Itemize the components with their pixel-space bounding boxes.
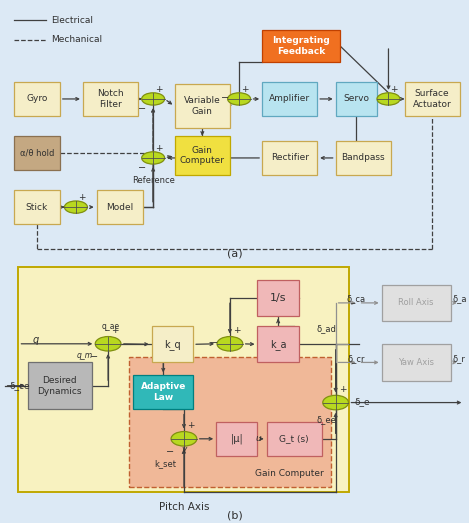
FancyBboxPatch shape bbox=[152, 326, 193, 362]
Text: Surface
Actuator: Surface Actuator bbox=[413, 89, 452, 109]
Text: q_m: q_m bbox=[77, 351, 93, 360]
FancyBboxPatch shape bbox=[97, 190, 143, 224]
FancyBboxPatch shape bbox=[382, 285, 451, 321]
Text: Amplifier: Amplifier bbox=[269, 95, 310, 104]
Text: δ_ce: δ_ce bbox=[9, 381, 30, 390]
Text: δ_ca: δ_ca bbox=[347, 294, 365, 303]
Text: k_set: k_set bbox=[155, 459, 176, 468]
FancyBboxPatch shape bbox=[18, 267, 349, 492]
Circle shape bbox=[142, 93, 165, 105]
Text: Variable
Gain: Variable Gain bbox=[184, 96, 221, 116]
Circle shape bbox=[171, 431, 197, 446]
Text: Gain Computer: Gain Computer bbox=[255, 469, 324, 478]
FancyBboxPatch shape bbox=[216, 422, 257, 456]
Text: (a): (a) bbox=[227, 249, 242, 259]
Circle shape bbox=[323, 395, 348, 410]
Text: +: + bbox=[390, 85, 398, 94]
Text: α/θ hold: α/θ hold bbox=[20, 149, 54, 157]
Text: −: − bbox=[166, 447, 174, 457]
FancyBboxPatch shape bbox=[262, 141, 317, 175]
Text: −: − bbox=[90, 352, 98, 362]
Text: Adaptive
Law: Adaptive Law bbox=[141, 382, 186, 402]
Text: Rectifier: Rectifier bbox=[271, 153, 309, 163]
FancyBboxPatch shape bbox=[257, 280, 299, 316]
FancyBboxPatch shape bbox=[262, 82, 317, 116]
Text: Pitch Axis: Pitch Axis bbox=[159, 503, 209, 513]
Text: y: y bbox=[182, 445, 187, 453]
Text: δ_ad: δ_ad bbox=[317, 324, 336, 333]
Text: δ_cr: δ_cr bbox=[348, 354, 365, 363]
FancyBboxPatch shape bbox=[28, 362, 92, 409]
Text: δ_a: δ_a bbox=[453, 294, 467, 303]
Circle shape bbox=[377, 93, 400, 105]
Circle shape bbox=[142, 152, 165, 164]
Text: −: − bbox=[210, 337, 218, 347]
Circle shape bbox=[95, 337, 121, 351]
FancyBboxPatch shape bbox=[262, 30, 340, 62]
Text: −: − bbox=[137, 163, 146, 173]
Text: Integrating
Feedback: Integrating Feedback bbox=[272, 36, 330, 56]
Text: +: + bbox=[241, 85, 249, 94]
Text: q_ae: q_ae bbox=[101, 322, 120, 331]
Text: δ_ee: δ_ee bbox=[317, 415, 336, 424]
Text: Yaw Axis: Yaw Axis bbox=[398, 358, 434, 367]
Text: −: − bbox=[137, 104, 146, 114]
Text: Reference: Reference bbox=[132, 176, 174, 185]
Text: Gyro: Gyro bbox=[26, 95, 47, 104]
Text: δ_e: δ_e bbox=[354, 397, 370, 406]
FancyBboxPatch shape bbox=[405, 82, 460, 116]
FancyBboxPatch shape bbox=[14, 136, 60, 170]
Text: Roll Axis: Roll Axis bbox=[398, 299, 434, 308]
Text: Model: Model bbox=[106, 202, 133, 212]
Text: δ_r: δ_r bbox=[453, 354, 466, 363]
FancyBboxPatch shape bbox=[175, 84, 230, 129]
FancyBboxPatch shape bbox=[14, 82, 60, 116]
Text: Desired
Dynamics: Desired Dynamics bbox=[38, 376, 82, 395]
Text: (b): (b) bbox=[227, 510, 242, 520]
Text: Gain
Computer: Gain Computer bbox=[180, 145, 225, 165]
Text: u: u bbox=[255, 434, 261, 444]
Text: +: + bbox=[111, 326, 119, 335]
FancyBboxPatch shape bbox=[382, 344, 451, 381]
Text: +: + bbox=[78, 193, 85, 202]
Text: 1/s: 1/s bbox=[270, 293, 287, 303]
Text: −: − bbox=[221, 93, 229, 103]
Circle shape bbox=[227, 93, 250, 105]
Text: +: + bbox=[187, 422, 195, 430]
FancyBboxPatch shape bbox=[175, 136, 230, 175]
Text: Bandpass: Bandpass bbox=[341, 153, 385, 163]
Text: |μ|: |μ| bbox=[230, 434, 243, 444]
Text: Electrical: Electrical bbox=[51, 16, 93, 25]
Text: +: + bbox=[155, 85, 162, 94]
Circle shape bbox=[217, 337, 243, 351]
Text: q: q bbox=[32, 335, 38, 345]
FancyBboxPatch shape bbox=[83, 82, 138, 116]
FancyBboxPatch shape bbox=[129, 357, 331, 487]
FancyBboxPatch shape bbox=[336, 141, 391, 175]
Text: +: + bbox=[155, 144, 162, 153]
Text: G_t (s): G_t (s) bbox=[280, 434, 309, 444]
Text: Servo: Servo bbox=[343, 95, 369, 104]
FancyBboxPatch shape bbox=[133, 376, 193, 409]
FancyBboxPatch shape bbox=[14, 190, 60, 224]
Text: Notch
Filter: Notch Filter bbox=[97, 89, 124, 109]
Text: +: + bbox=[233, 326, 241, 335]
FancyBboxPatch shape bbox=[257, 326, 299, 362]
FancyBboxPatch shape bbox=[336, 82, 377, 116]
Text: +: + bbox=[339, 385, 346, 394]
Text: k_q: k_q bbox=[164, 339, 181, 350]
Text: k_a: k_a bbox=[270, 339, 287, 350]
FancyBboxPatch shape bbox=[267, 422, 322, 456]
Circle shape bbox=[64, 201, 87, 213]
Text: Stick: Stick bbox=[26, 202, 48, 212]
Text: Mechanical: Mechanical bbox=[51, 36, 102, 44]
